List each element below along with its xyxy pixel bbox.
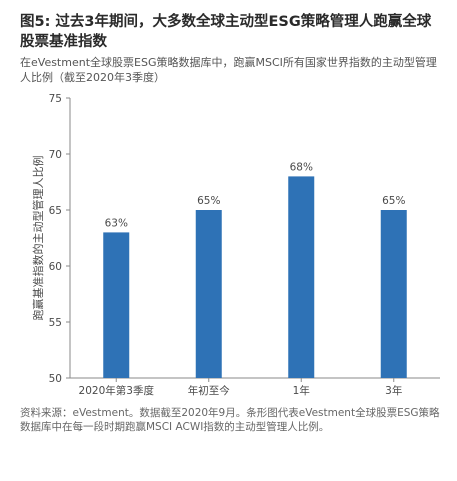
bar: [380, 210, 407, 378]
x-tick-label: 2020年第3季度: [79, 384, 155, 397]
chart-title: 图5: 过去3年期间，大多数全球主动型ESG策略管理人跑赢全球股票基准指数: [20, 14, 432, 50]
y-tick-label: 70: [49, 149, 62, 161]
data-label: 65%: [197, 195, 220, 207]
y-axis-title: 跑赢基准指数的主动型管理人比例: [31, 156, 45, 321]
data-label: 65%: [382, 195, 405, 207]
y-tick-label: 75: [49, 93, 62, 105]
bar: [195, 210, 222, 378]
source-note: 资料来源：eVestment。数据截至2020年9月。条形图代表eVestmen…: [20, 407, 440, 433]
bar: [288, 176, 315, 378]
data-label: 63%: [105, 217, 128, 229]
y-tick-label: 55: [49, 317, 62, 329]
y-tick-label: 60: [49, 261, 62, 273]
x-tick-label: 1年: [293, 384, 310, 397]
data-label: 68%: [290, 161, 313, 173]
chart-subtitle: 在eVestment全球股票ESG策略数据库中，跑赢MSCI所有国家世界指数的主…: [20, 56, 437, 84]
x-tick-label: 3年: [385, 384, 402, 397]
x-tick-label: 年初至今: [188, 384, 230, 397]
y-tick-label: 65: [49, 205, 62, 217]
y-tick-label: 50: [49, 373, 62, 385]
bar: [103, 232, 130, 378]
